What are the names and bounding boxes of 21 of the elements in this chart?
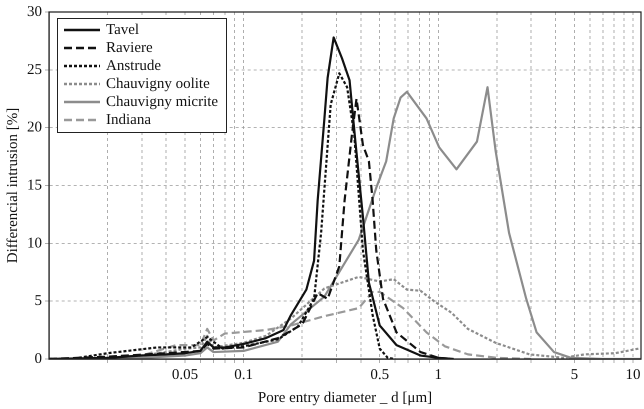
x-axis-title: Pore entry diameter _ d [μm] [258,390,432,406]
legend-label: Indiana [106,111,151,129]
y-tick-label: 20 [27,120,42,136]
y-tick-label: 10 [27,235,42,252]
y-tick-label: 25 [27,62,42,78]
y-tick-label: 5 [34,293,42,310]
x-tick-label: 10 [625,366,640,383]
legend-label: Chauvigny oolite [106,75,210,93]
x-tick-label: 5 [570,366,578,383]
x-tick-label: 1 [434,366,442,383]
y-tick-label: 0 [34,350,42,367]
x-tick-label: 0.05 [172,366,198,383]
legend-label: Anstrude [106,57,161,75]
y-tick-label: 30 [27,4,42,20]
y-axis-title: Differencial intrusion [%] [4,108,21,264]
y-tick-label: 15 [27,177,42,194]
x-tick-label: 0.5 [370,366,390,383]
legend-label: Chauvigny micrite [106,93,218,111]
x-tick-label: 0.1 [234,366,254,383]
legend-label: Tavel [106,21,140,39]
legend-label: Raviere [106,39,153,57]
